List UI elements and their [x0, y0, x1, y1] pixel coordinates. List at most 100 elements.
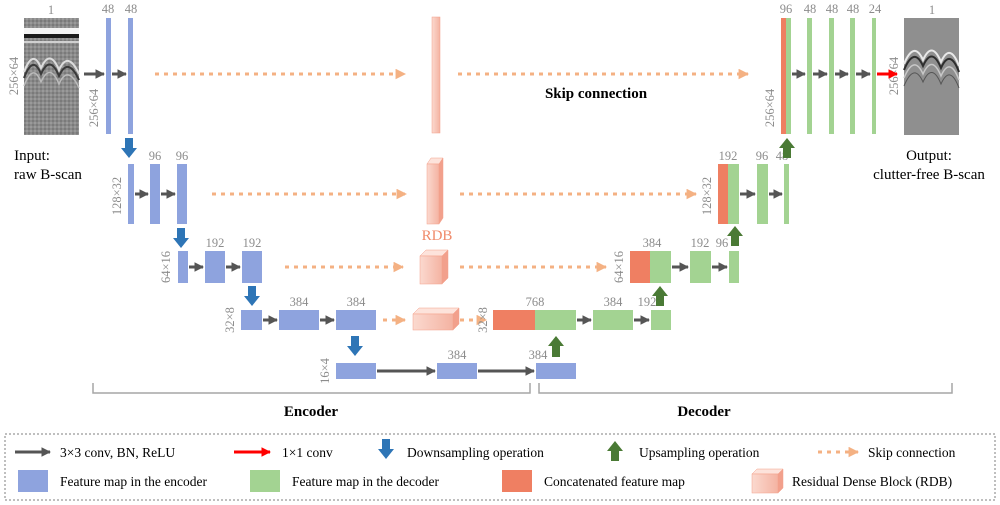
bottleneck-map2 [536, 363, 576, 379]
output-channels: 1 [929, 3, 935, 17]
decoder-l1-map2 [829, 18, 834, 134]
output-dim: 256×64 [887, 56, 901, 95]
encoder-l3-map0 [178, 251, 188, 283]
decoder-l1-c3: 48 [847, 2, 860, 16]
encoder-l4-map0 [241, 310, 262, 330]
bottleneck-dim: 16×4 [318, 357, 332, 384]
rdb-block-l2 [426, 157, 444, 225]
down-arrow-l4 [347, 336, 363, 356]
encoder-l4-c1: 384 [290, 295, 310, 309]
legend-box [4, 433, 996, 501]
decoder-l3-c1: 192 [691, 236, 710, 250]
output-bscan-image [903, 18, 960, 135]
bottleneck-c1: 384 [448, 348, 468, 362]
encoder-l2-map2 [177, 164, 187, 224]
encoder-l1-map2 [128, 18, 133, 134]
decoder-l1-c1: 48 [804, 2, 817, 16]
up-arrow-l4 [652, 286, 668, 306]
decoder-l1-map4 [872, 18, 876, 134]
rdb-label: RDB [422, 228, 453, 244]
output-label-line2: clutter-free B-scan [873, 167, 985, 183]
decoder-l4-concat-map [535, 310, 576, 330]
decoder-l2-concat-part [718, 164, 728, 224]
encoder-label: Encoder [284, 404, 339, 420]
decoder-l4-map1 [593, 310, 633, 330]
encoder-l2-map0 [128, 164, 134, 224]
decoder-l1-map1 [807, 18, 812, 134]
input-channels: 1 [48, 3, 54, 17]
input-bscan-image [23, 18, 80, 135]
decoder-l3-up: 96 [716, 236, 729, 250]
bottleneck-map1 [437, 363, 477, 379]
encoder-l4-dim: 32×8 [223, 307, 237, 333]
encoder-l1-c1: 48 [102, 2, 115, 16]
encoder-l2-c2: 96 [176, 149, 189, 163]
legend-conv-label: 3×3 conv, BN, ReLU [60, 445, 175, 460]
decoder-l2-map2 [784, 164, 789, 224]
decoder-l3-concat-part [630, 251, 650, 283]
bottleneck-up: 384 [529, 348, 549, 362]
decoder-l4-concat: 768 [526, 295, 545, 309]
encoder-l3-c2: 192 [243, 236, 262, 250]
up-arrow-bottleneck [548, 336, 564, 357]
rdb-block-l3 [419, 249, 449, 285]
legend-rdb-label: Residual Dense Block (RDB) [792, 474, 952, 489]
decoder-l4-map2 [651, 310, 671, 330]
decoder-l4-dim: 32×8 [476, 307, 490, 333]
decoder-l1-map3 [850, 18, 855, 134]
encoder-l2-c1: 96 [149, 149, 162, 163]
rdb-block-l4 [412, 307, 460, 331]
encoder-l1-dim: 256×64 [87, 88, 101, 127]
legend-up-label: Upsampling operation [639, 445, 760, 460]
legend-down-arrow [378, 439, 394, 459]
down-arrow-l1 [121, 138, 137, 158]
decoder-l1-concat-part [781, 18, 786, 134]
decoder-l1-dim: 256×64 [763, 88, 777, 127]
encoder-l3-dim: 64×16 [159, 251, 173, 283]
decoder-l2-map1 [757, 164, 768, 224]
decoder-l2-dim: 128×32 [700, 177, 714, 215]
encoder-l4-map1 [279, 310, 319, 330]
input-label-line2: raw B-scan [14, 167, 82, 183]
encoder-l2-dim: 128×32 [110, 177, 124, 215]
legend-encoder-label: Feature map in the encoder [60, 474, 207, 489]
decoder-l4-up: 192 [638, 295, 657, 309]
decoder-l3-map1 [690, 251, 711, 283]
legend-decoder-label: Feature map in the decoder [292, 474, 439, 489]
up-arrow-l2 [779, 138, 795, 158]
legend-concat-swatch [502, 470, 532, 492]
skip-connection-label: Skip connection [545, 86, 648, 102]
input-dim: 256×64 [7, 56, 21, 95]
encoder-bracket [92, 383, 531, 394]
decoder-l3-concat: 384 [643, 236, 663, 250]
bottleneck-map0 [336, 363, 376, 379]
decoder-l1-c4: 24 [869, 2, 882, 16]
decoder-l1-c2: 48 [826, 2, 839, 16]
encoder-l3-map1 [205, 251, 225, 283]
decoder-l4-c1: 384 [604, 295, 624, 309]
legend-rdb-swatch [751, 468, 784, 494]
encoder-l4-c2: 384 [347, 295, 367, 309]
decoder-l2-c1: 96 [756, 149, 769, 163]
encoder-l2-map1 [150, 164, 160, 224]
input-label-line1: Input: [14, 148, 50, 164]
rdb-block-l1 [431, 16, 441, 134]
decoder-l1-concat: 96 [780, 2, 793, 16]
decoder-l2-concat: 192 [719, 149, 738, 163]
output-label-line1: Output: [906, 148, 952, 164]
decoder-l3-concat-map [650, 251, 671, 283]
down-arrow-l2 [173, 228, 189, 248]
legend-down-label: Downsampling operation [407, 445, 544, 460]
legend-up-arrow [607, 441, 623, 461]
legend-conv1x1-label: 1×1 conv [282, 445, 333, 460]
decoder-l3-map2 [729, 251, 739, 283]
decoder-bracket [538, 383, 953, 394]
up-arrow-l3 [727, 226, 743, 246]
encoder-l1-map1 [106, 18, 111, 134]
legend-encoder-swatch [18, 470, 48, 492]
decoder-l1-concat-map [786, 18, 791, 134]
encoder-l4-map2 [336, 310, 376, 330]
encoder-l1-c2: 48 [125, 2, 138, 16]
legend-decoder-swatch [250, 470, 280, 492]
encoder-l3-c1: 192 [206, 236, 225, 250]
